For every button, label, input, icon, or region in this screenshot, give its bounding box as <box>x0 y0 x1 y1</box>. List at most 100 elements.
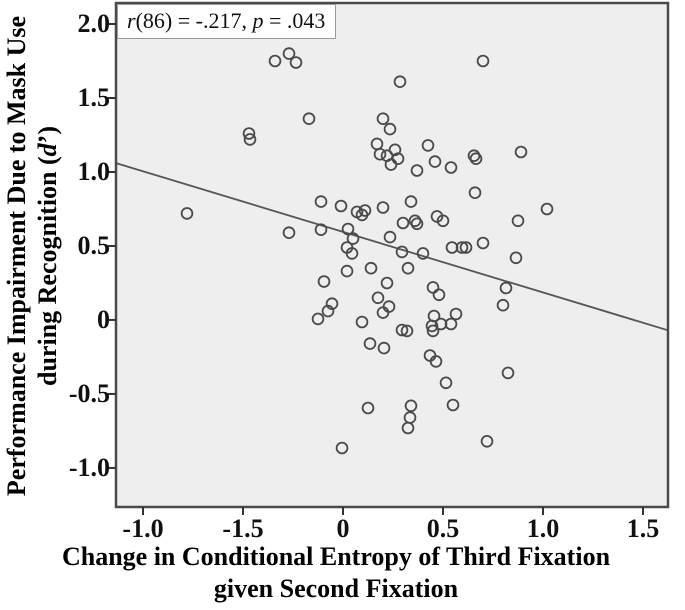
scatter-point <box>363 337 377 350</box>
scatter-point <box>242 127 256 140</box>
plot-area <box>108 1 670 515</box>
scatter-point <box>410 217 424 231</box>
scatter-point <box>314 223 328 237</box>
scatter-point <box>480 434 494 448</box>
scatter-point <box>243 133 257 146</box>
scatter-point <box>376 306 390 319</box>
scatter-point <box>426 281 440 294</box>
scatter-point <box>439 376 453 390</box>
scatter-point <box>334 199 348 213</box>
scatter-point <box>401 421 415 435</box>
scatter-point <box>376 112 390 125</box>
y-tick-label: 0 <box>97 304 110 334</box>
stat-p-symbol: p <box>252 8 264 33</box>
scatter-point <box>393 75 407 88</box>
x-axis-title-line1: Change in Conditional Entropy of Third F… <box>61 542 611 571</box>
scatter-point <box>425 319 439 333</box>
scatter-point <box>449 307 463 321</box>
scatter-point <box>511 214 525 228</box>
scatter-point <box>476 54 490 68</box>
y-axis-title-d-symbol: d <box>33 143 62 157</box>
scatter-point <box>428 155 442 168</box>
scatter-point <box>180 207 194 220</box>
y-axis-title-line2-prefix: during Recognition ( <box>33 156 62 387</box>
scatter-point <box>377 341 391 355</box>
y-tick-label: 2.0 <box>77 9 111 38</box>
scatter-point <box>355 208 369 222</box>
scatter-point <box>376 201 390 214</box>
scatter-point <box>509 251 523 265</box>
scatter-point <box>401 261 415 275</box>
scatter-point <box>345 247 359 260</box>
scatter-point <box>421 139 435 152</box>
scatter-point <box>501 366 515 380</box>
scatter-point <box>400 324 414 338</box>
scatter-point <box>282 226 296 240</box>
y-axis-title-line2: during Recognition (d’) <box>32 0 63 527</box>
scatter-point <box>468 186 482 200</box>
y-tick-label: 1.5 <box>77 82 111 112</box>
x-tick-label: 0.5 <box>426 514 460 543</box>
scatter-point <box>335 441 349 455</box>
scatter-point <box>499 281 513 295</box>
regression-line <box>115 162 669 332</box>
scatter-point <box>311 312 325 326</box>
scatter-point <box>355 315 369 329</box>
scatter-point <box>540 202 554 216</box>
stat-r-value: (86) = -.217, <box>135 8 253 33</box>
scatter-point <box>282 47 296 60</box>
scatter-point <box>444 161 458 174</box>
scatter-point <box>361 401 375 415</box>
plot-background <box>116 3 668 507</box>
scatter-point <box>383 122 397 136</box>
scatter-point <box>469 152 483 166</box>
scatter-point <box>432 288 446 302</box>
y-tick-label: 0.5 <box>77 230 111 260</box>
scatter-point <box>314 195 328 208</box>
scatter-point <box>383 230 397 244</box>
x-axis-title: Change in Conditional Entropy of Third F… <box>0 541 672 605</box>
scatter-point <box>395 245 409 259</box>
scatter-point <box>459 241 473 254</box>
scatter-point <box>340 264 354 278</box>
scatter-point <box>416 247 430 260</box>
scatter-point <box>384 158 398 171</box>
scatter-point <box>373 147 387 161</box>
y-axis-title-line1: Performance Impairment Due to Mask Use <box>2 15 31 497</box>
scatter-point <box>396 216 410 230</box>
scatter-point <box>455 241 469 254</box>
scatter-point <box>346 232 360 245</box>
scatter-point <box>302 112 316 125</box>
scatter-point <box>404 399 418 413</box>
stat-p-value: = .043 <box>263 8 326 33</box>
scatter-point <box>476 236 490 250</box>
scatter-point <box>429 355 443 368</box>
x-axis-title-line2: given Second Fixation <box>213 574 459 603</box>
scatter-point <box>444 317 458 331</box>
scatter-point <box>317 275 331 288</box>
scatter-point <box>321 304 335 318</box>
scatter-point <box>289 56 303 69</box>
scatter-point <box>446 398 460 412</box>
scatter-point <box>404 195 418 208</box>
scatter-point <box>364 261 378 275</box>
x-tick-label: -1.5 <box>222 514 264 543</box>
x-tick-label: -1.0 <box>122 514 164 543</box>
stats-annotation: r(86) = -.217, p = .043 <box>117 4 337 39</box>
scatter-point <box>268 54 282 68</box>
scatter-point <box>341 222 355 236</box>
y-tick-label: -0.5 <box>68 378 110 408</box>
scatter-point <box>426 324 440 338</box>
x-tick-label: 1.5 <box>626 514 660 543</box>
plot-frame <box>114 1 670 509</box>
scatter-point <box>371 291 385 305</box>
scatter-point <box>380 276 394 290</box>
scatter-point <box>514 145 528 159</box>
y-tick-label: -1.0 <box>68 452 110 482</box>
y-tick-label: 1.0 <box>77 156 111 186</box>
scatter-point <box>325 297 339 311</box>
y-axis-title-line2-suffix: ’) <box>33 126 62 144</box>
scatter-point <box>436 214 450 228</box>
